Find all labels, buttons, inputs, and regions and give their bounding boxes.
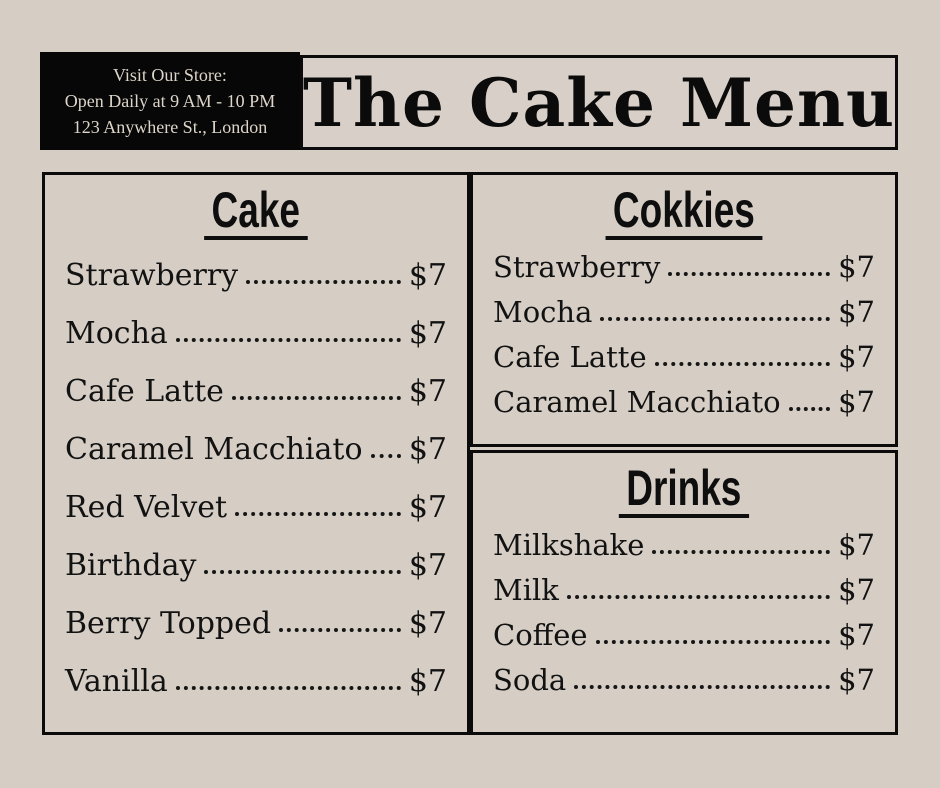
item-name: Birthday [65,547,197,583]
section-cokkies: Cokkies Strawberry $7 Mocha $7 Cafe Latt… [470,172,898,447]
item-name: Berry Topped [65,605,272,641]
dotted-leader [235,512,401,516]
dotted-leader [175,338,401,342]
item-name: Vanilla [65,663,168,699]
item-name: Milk [493,572,559,607]
dotted-leader [595,639,831,644]
item-name: Caramel Macchiato [493,384,781,419]
menu-content: Cake Strawberry $7 Mocha $7 Cafe Latte $… [42,172,898,735]
section-drinks: Drinks Milkshake $7 Milk $7 Coffee [470,450,898,735]
item-price: $7 [408,431,447,467]
item-price: $7 [408,257,447,293]
dotted-leader [566,594,831,599]
item-price: $7 [408,605,447,641]
dotted-leader [175,686,401,690]
dotted-leader [574,684,831,689]
cokkies-item-list: Strawberry $7 Mocha $7 Cafe Latte $7 [473,244,895,424]
item-name: Milkshake [493,527,645,562]
header: Visit Our Store: Open Daily at 9 AM - 10… [40,52,898,150]
menu-item: Cafe Latte $7 [493,334,875,379]
item-name: Cafe Latte [65,373,224,409]
page-title: The Cake Menu [302,63,895,142]
item-name: Strawberry [493,249,661,284]
item-name: Mocha [493,294,593,329]
section-title: Cokkies [605,185,763,240]
item-price: $7 [408,373,447,409]
section-cake: Cake Strawberry $7 Mocha $7 Cafe Latte $… [42,172,470,735]
store-info-line2: Open Daily at 9 AM - 10 PM [64,91,276,111]
dotted-leader [370,454,401,458]
menu-item: Soda $7 [493,657,875,702]
item-price: $7 [408,489,447,525]
menu-item: Mocha $7 [65,304,447,362]
item-name: Red Velvet [65,489,228,525]
menu-item: Cafe Latte $7 [65,362,447,420]
item-price: $7 [838,662,875,697]
dotted-leader [654,361,831,366]
dotted-leader [231,396,401,400]
menu-item: Red Velvet $7 [65,478,447,536]
item-price: $7 [838,617,875,652]
dotted-leader [788,406,831,411]
menu-item: Coffee $7 [493,612,875,657]
item-price: $7 [838,572,875,607]
dotted-leader [246,280,401,284]
item-name: Strawberry [65,257,239,293]
item-price: $7 [408,663,447,699]
dotted-leader [652,549,831,554]
dotted-leader [668,271,831,276]
menu-item: Vanilla $7 [65,652,447,710]
item-name: Mocha [65,315,168,351]
item-price: $7 [408,315,447,351]
menu-item: Mocha $7 [493,289,875,334]
dotted-leader [600,316,831,321]
item-price: $7 [838,249,875,284]
item-price: $7 [838,527,875,562]
drinks-item-list: Milkshake $7 Milk $7 Coffee $7 [473,522,895,702]
item-price: $7 [408,547,447,583]
menu-item: Strawberry $7 [65,246,447,304]
right-column: Cokkies Strawberry $7 Mocha $7 Cafe Latt… [470,172,898,735]
store-info-line1: Visit Our Store: [112,65,227,85]
menu-item: Birthday $7 [65,536,447,594]
item-price: $7 [838,294,875,329]
menu-item: Caramel Macchiato $7 [65,420,447,478]
section-cokkies-heading: Cokkies [473,185,895,240]
menu-item: Milk $7 [493,567,875,612]
menu-item: Milkshake $7 [493,522,875,567]
dotted-leader [204,570,401,574]
item-name: Soda [493,662,567,697]
menu-item: Caramel Macchiato $7 [493,379,875,424]
item-price: $7 [838,339,875,374]
menu-item: Berry Topped $7 [65,594,447,652]
item-price: $7 [838,384,875,419]
store-info-line3: 123 Anywhere St., London [72,117,268,137]
item-name: Caramel Macchiato [65,431,363,467]
item-name: Coffee [493,617,588,652]
section-drinks-heading: Drinks [473,463,895,518]
title-box: The Cake Menu [299,55,898,150]
store-info-box: Visit Our Store: Open Daily at 9 AM - 10… [40,52,300,150]
dotted-leader [279,628,401,632]
cake-item-list: Strawberry $7 Mocha $7 Cafe Latte $7 Car… [45,246,467,710]
menu-item: Strawberry $7 [493,244,875,289]
section-cake-heading: Cake [45,185,467,240]
section-title: Drinks [619,463,749,518]
item-name: Cafe Latte [493,339,647,374]
section-title: Cake [204,185,308,240]
